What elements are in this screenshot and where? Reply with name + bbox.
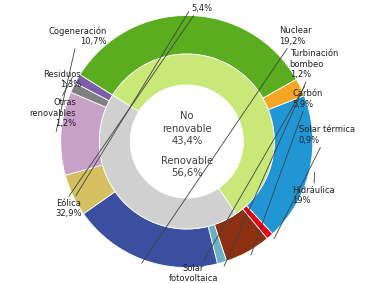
Wedge shape	[263, 79, 304, 110]
Text: Eólica
32,9%: Eólica 32,9%	[55, 12, 189, 218]
Text: Ciclo combinado
5,4%: Ciclo combinado 5,4%	[69, 0, 237, 196]
Wedge shape	[61, 92, 106, 175]
Wedge shape	[99, 95, 236, 229]
Wedge shape	[112, 54, 274, 214]
Wedge shape	[208, 224, 226, 264]
Wedge shape	[246, 96, 313, 234]
Wedge shape	[65, 165, 115, 214]
Text: Solar térmica
0,9%: Solar térmica 0,9%	[274, 125, 355, 239]
Text: Carbón
5,9%: Carbón 5,9%	[251, 89, 323, 255]
Text: Residuos
1,3%: Residuos 1,3%	[44, 70, 81, 89]
Text: Solar
fotovoltaica
2,3%: Solar fotovoltaica 2,3%	[168, 86, 305, 283]
Wedge shape	[242, 205, 272, 239]
Text: Turbinación
bombeo
1,2%: Turbinación bombeo 1,2%	[224, 50, 338, 266]
Wedge shape	[214, 209, 267, 261]
Text: Hidráulica
19%: Hidráulica 19%	[292, 172, 335, 205]
Text: Nuclear
19,2%: Nuclear 19,2%	[142, 26, 312, 263]
Text: No
renovable
43,4%: No renovable 43,4%	[162, 111, 212, 146]
Wedge shape	[80, 16, 296, 98]
Wedge shape	[75, 75, 112, 101]
Text: Renovable
56,6%: Renovable 56,6%	[161, 156, 213, 178]
Text: Cogeneración
10,7%: Cogeneración 10,7%	[49, 26, 107, 132]
Text: Otras
renovables
1,2%: Otras renovables 1,2%	[30, 78, 76, 128]
Wedge shape	[71, 83, 109, 107]
Wedge shape	[84, 192, 217, 267]
